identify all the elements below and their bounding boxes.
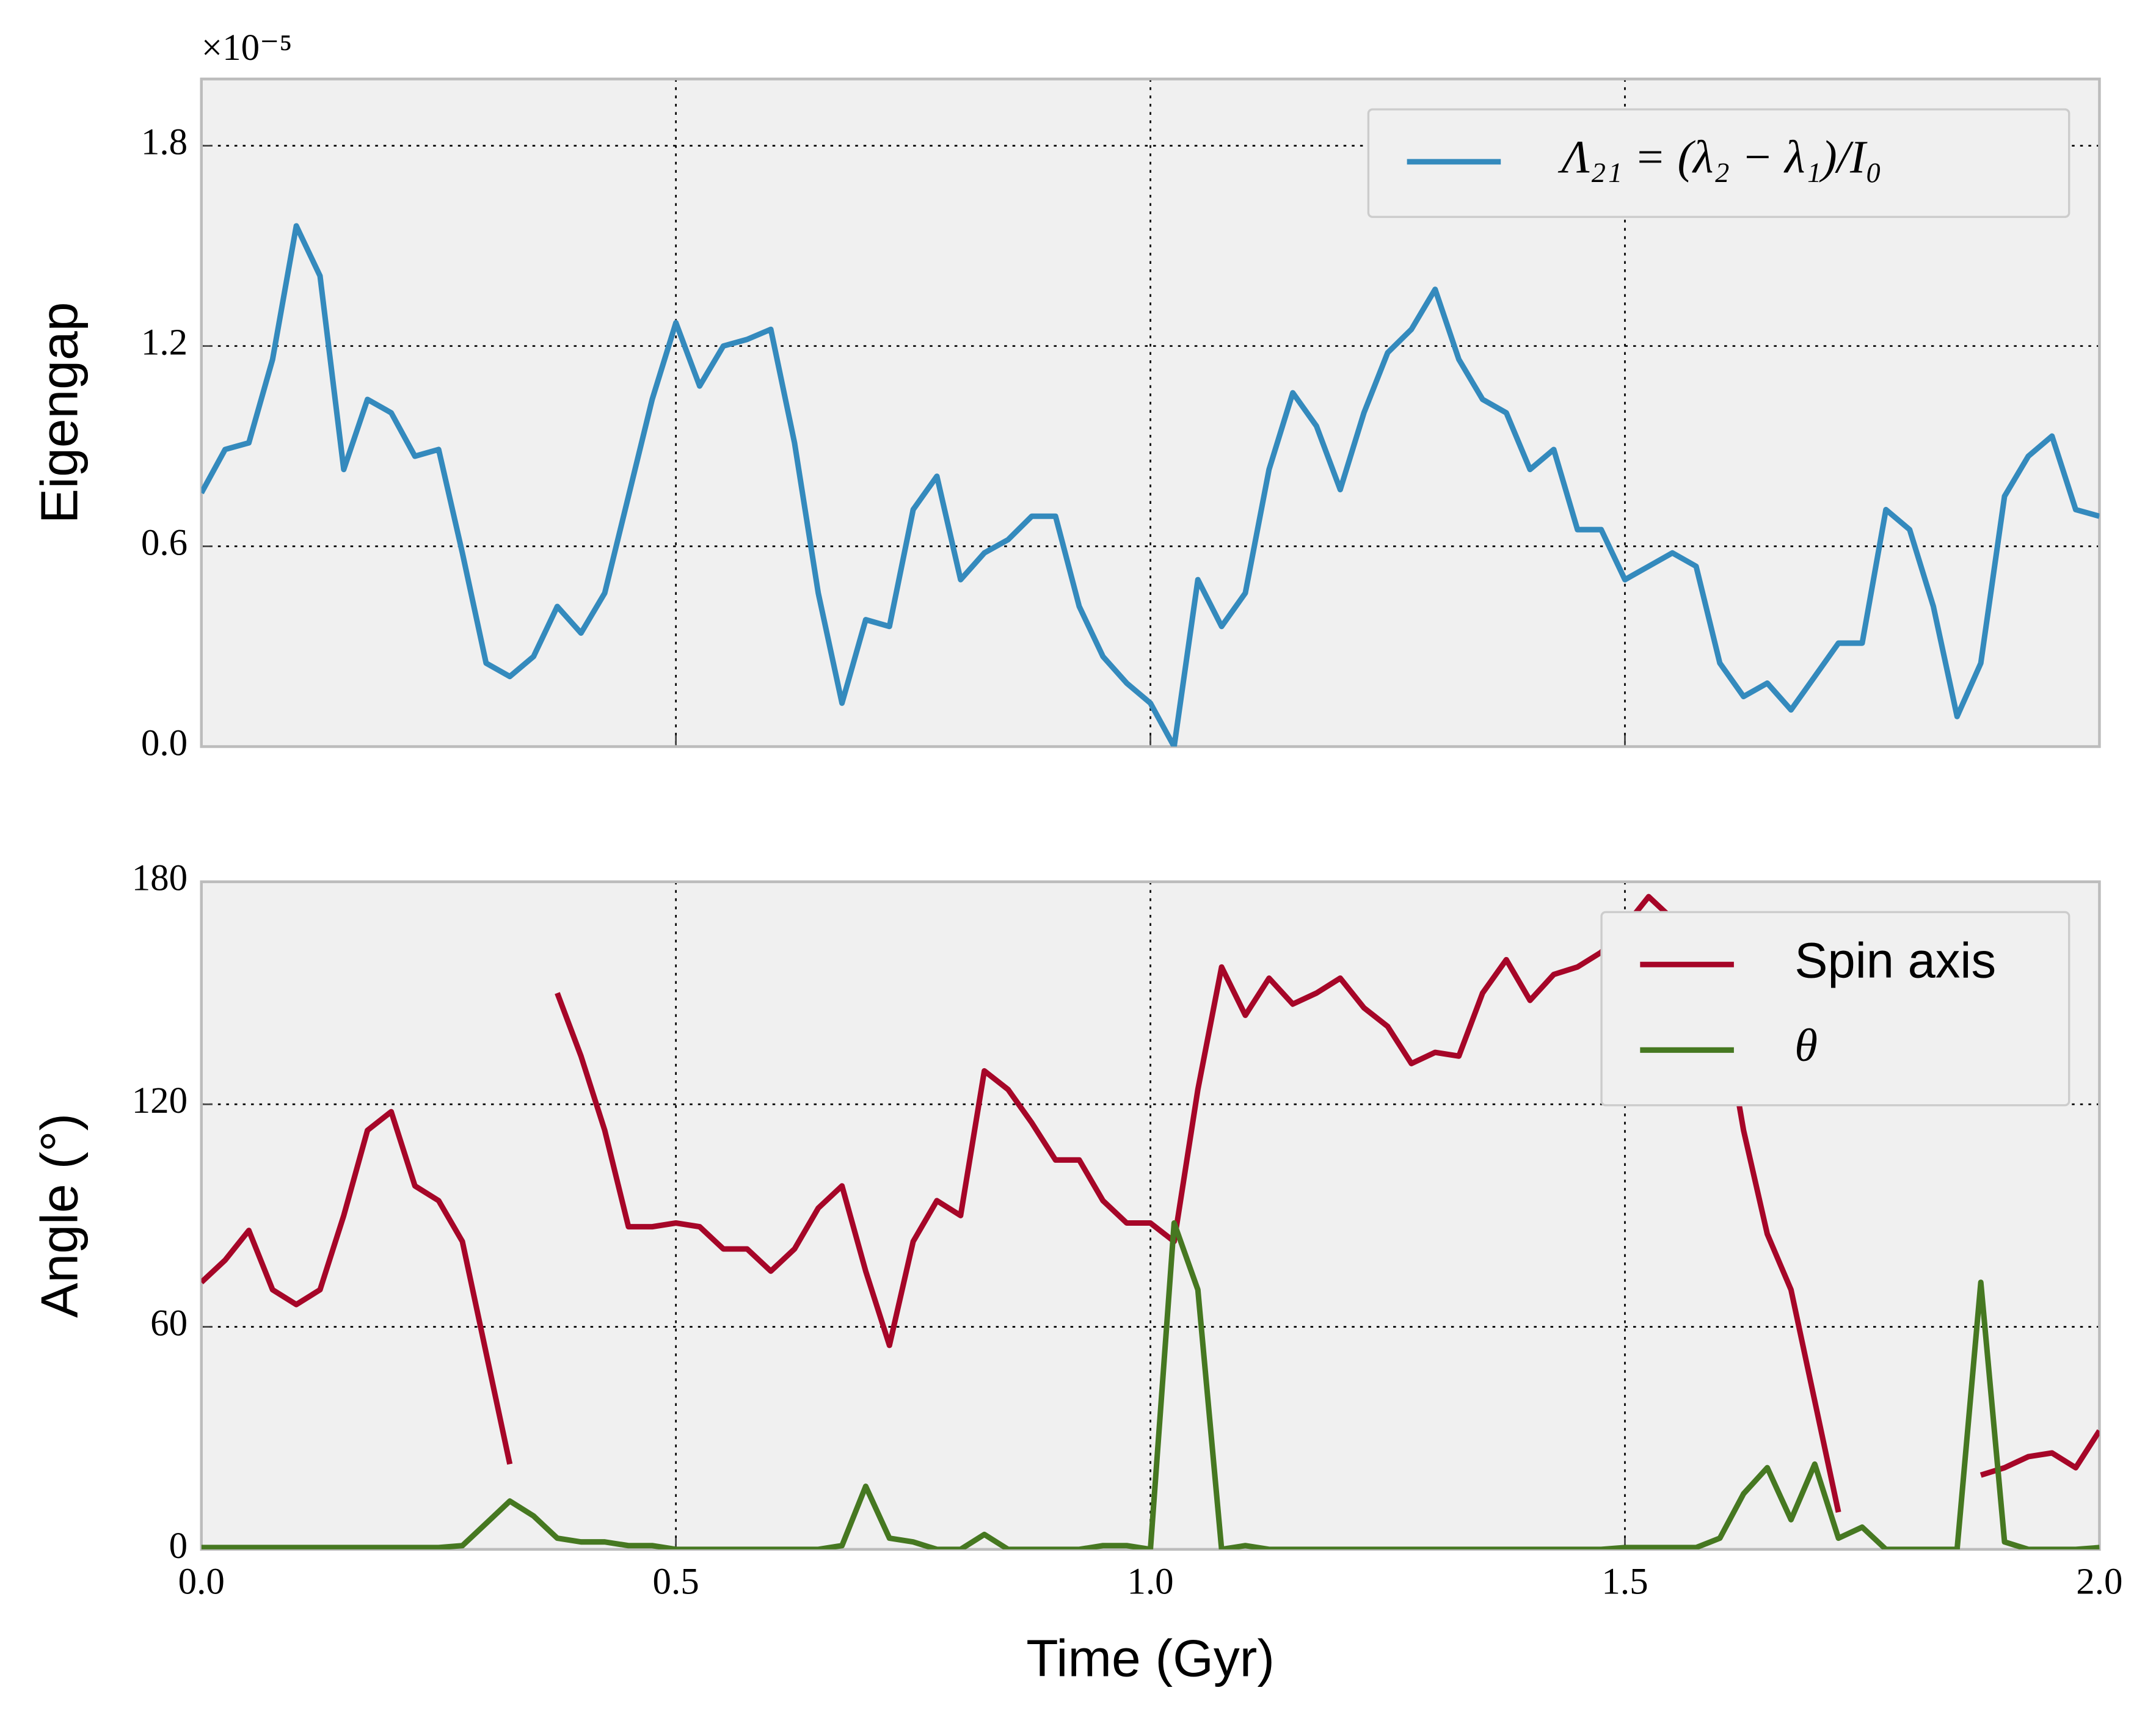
series-line bbox=[201, 894, 2100, 1513]
y-tick-label: 0.6 bbox=[141, 522, 188, 563]
x-axis-label: Time (Gyr) bbox=[1026, 1629, 1275, 1688]
series-line bbox=[201, 1220, 2100, 1549]
y-axis-label: Eigengap bbox=[31, 302, 89, 524]
x-tick-label: 0.5 bbox=[653, 1562, 699, 1603]
series-line bbox=[201, 223, 2100, 747]
y-tick-label: 180 bbox=[132, 858, 188, 899]
legend-label: θ bbox=[1794, 1019, 1818, 1071]
y-tick-label: 1.8 bbox=[141, 122, 188, 163]
y-tick-label: 120 bbox=[132, 1080, 188, 1121]
x-tick-label: 0.0 bbox=[178, 1562, 225, 1603]
legend-label: Λ₂₁ = (λ₂ − λ₁)/I₀ bbox=[1558, 131, 1882, 183]
legend-box bbox=[1367, 108, 2070, 218]
y-tick-label: 0.0 bbox=[141, 723, 188, 763]
legend-box bbox=[1600, 911, 2070, 1107]
x-tick-label: 1.5 bbox=[1601, 1562, 1648, 1603]
y-axis-label: Angle (°) bbox=[31, 1113, 89, 1318]
y-tick-label: 0 bbox=[169, 1526, 188, 1567]
y-offset-label: ×10⁻⁵ bbox=[202, 27, 293, 68]
axes-frame bbox=[200, 78, 2101, 748]
x-tick-label: 1.0 bbox=[1127, 1562, 1173, 1603]
y-tick-label: 60 bbox=[150, 1303, 188, 1344]
y-tick-label: 1.2 bbox=[141, 322, 188, 363]
x-tick-label: 2.0 bbox=[2076, 1562, 2122, 1603]
legend-label: Spin axis bbox=[1794, 933, 1996, 989]
